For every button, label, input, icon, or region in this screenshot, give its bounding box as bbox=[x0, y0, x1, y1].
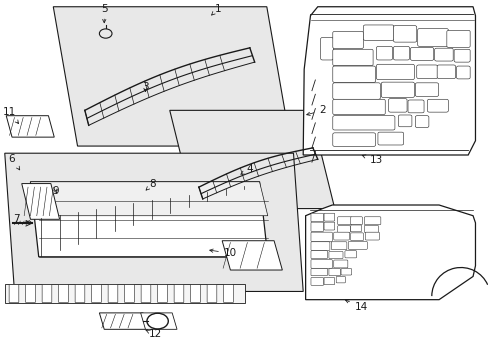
Text: 2: 2 bbox=[306, 105, 325, 116]
FancyBboxPatch shape bbox=[207, 285, 216, 302]
FancyBboxPatch shape bbox=[427, 99, 447, 112]
FancyBboxPatch shape bbox=[332, 31, 363, 49]
FancyBboxPatch shape bbox=[9, 285, 19, 302]
FancyBboxPatch shape bbox=[350, 217, 362, 225]
FancyBboxPatch shape bbox=[223, 285, 233, 302]
FancyBboxPatch shape bbox=[337, 217, 351, 225]
FancyBboxPatch shape bbox=[434, 48, 452, 61]
FancyBboxPatch shape bbox=[344, 251, 356, 258]
Polygon shape bbox=[5, 284, 244, 303]
FancyBboxPatch shape bbox=[310, 213, 323, 222]
FancyBboxPatch shape bbox=[416, 65, 437, 78]
FancyBboxPatch shape bbox=[414, 116, 428, 127]
Polygon shape bbox=[30, 182, 267, 257]
FancyBboxPatch shape bbox=[393, 46, 408, 60]
FancyBboxPatch shape bbox=[310, 222, 323, 231]
FancyBboxPatch shape bbox=[453, 49, 469, 62]
FancyBboxPatch shape bbox=[332, 66, 375, 82]
FancyBboxPatch shape bbox=[124, 285, 134, 302]
FancyBboxPatch shape bbox=[91, 285, 101, 302]
FancyBboxPatch shape bbox=[456, 66, 469, 79]
FancyBboxPatch shape bbox=[381, 82, 413, 98]
FancyBboxPatch shape bbox=[141, 285, 150, 302]
FancyBboxPatch shape bbox=[336, 276, 345, 283]
FancyBboxPatch shape bbox=[310, 269, 327, 276]
FancyBboxPatch shape bbox=[350, 225, 361, 232]
FancyBboxPatch shape bbox=[398, 115, 411, 127]
FancyBboxPatch shape bbox=[310, 242, 329, 250]
FancyBboxPatch shape bbox=[332, 133, 375, 147]
FancyBboxPatch shape bbox=[332, 116, 394, 130]
Text: 11: 11 bbox=[3, 107, 19, 123]
FancyBboxPatch shape bbox=[42, 285, 52, 302]
Polygon shape bbox=[5, 153, 303, 292]
Text: 8: 8 bbox=[146, 179, 156, 190]
Text: 10: 10 bbox=[209, 248, 237, 258]
FancyBboxPatch shape bbox=[324, 213, 334, 221]
FancyBboxPatch shape bbox=[310, 232, 332, 242]
FancyBboxPatch shape bbox=[332, 83, 380, 99]
Text: 5: 5 bbox=[101, 4, 107, 23]
FancyBboxPatch shape bbox=[310, 251, 327, 258]
FancyBboxPatch shape bbox=[417, 28, 447, 46]
FancyBboxPatch shape bbox=[414, 83, 438, 96]
FancyBboxPatch shape bbox=[388, 99, 406, 112]
FancyBboxPatch shape bbox=[310, 260, 332, 268]
FancyBboxPatch shape bbox=[333, 232, 348, 240]
FancyBboxPatch shape bbox=[337, 226, 349, 233]
Text: 4: 4 bbox=[240, 164, 253, 174]
FancyBboxPatch shape bbox=[340, 269, 351, 275]
FancyBboxPatch shape bbox=[320, 37, 333, 60]
FancyBboxPatch shape bbox=[75, 285, 84, 302]
Text: 3: 3 bbox=[142, 82, 148, 92]
FancyBboxPatch shape bbox=[409, 48, 433, 60]
FancyBboxPatch shape bbox=[376, 46, 392, 60]
FancyBboxPatch shape bbox=[157, 285, 167, 302]
Polygon shape bbox=[6, 116, 54, 137]
Text: 1: 1 bbox=[211, 4, 221, 15]
Polygon shape bbox=[99, 313, 147, 329]
FancyBboxPatch shape bbox=[363, 25, 393, 40]
Polygon shape bbox=[169, 111, 334, 208]
Polygon shape bbox=[21, 184, 60, 219]
FancyBboxPatch shape bbox=[365, 232, 379, 240]
FancyBboxPatch shape bbox=[446, 30, 469, 48]
Polygon shape bbox=[222, 241, 282, 270]
FancyBboxPatch shape bbox=[328, 251, 342, 258]
Text: 14: 14 bbox=[345, 300, 367, 312]
FancyBboxPatch shape bbox=[331, 242, 346, 249]
FancyBboxPatch shape bbox=[59, 285, 68, 302]
FancyBboxPatch shape bbox=[25, 285, 35, 302]
Polygon shape bbox=[141, 313, 177, 329]
FancyBboxPatch shape bbox=[436, 65, 455, 78]
FancyBboxPatch shape bbox=[364, 217, 380, 225]
FancyBboxPatch shape bbox=[377, 132, 403, 145]
FancyBboxPatch shape bbox=[324, 278, 334, 285]
Polygon shape bbox=[303, 7, 474, 155]
Text: 13: 13 bbox=[362, 155, 382, 165]
Polygon shape bbox=[53, 7, 290, 146]
Text: 6: 6 bbox=[9, 154, 20, 170]
FancyBboxPatch shape bbox=[407, 100, 423, 113]
FancyBboxPatch shape bbox=[350, 233, 363, 241]
Polygon shape bbox=[305, 205, 474, 300]
Polygon shape bbox=[30, 182, 267, 216]
FancyBboxPatch shape bbox=[364, 225, 378, 233]
FancyBboxPatch shape bbox=[393, 26, 416, 42]
FancyBboxPatch shape bbox=[333, 260, 347, 268]
FancyBboxPatch shape bbox=[108, 285, 118, 302]
FancyBboxPatch shape bbox=[190, 285, 200, 302]
FancyBboxPatch shape bbox=[174, 285, 183, 302]
FancyBboxPatch shape bbox=[324, 222, 334, 230]
FancyBboxPatch shape bbox=[310, 278, 323, 285]
FancyBboxPatch shape bbox=[376, 64, 413, 80]
FancyBboxPatch shape bbox=[347, 242, 366, 249]
FancyBboxPatch shape bbox=[328, 269, 340, 276]
FancyBboxPatch shape bbox=[332, 99, 385, 114]
Text: 7: 7 bbox=[14, 214, 32, 224]
FancyBboxPatch shape bbox=[332, 49, 372, 66]
Text: 9: 9 bbox=[52, 186, 59, 196]
Text: 12: 12 bbox=[145, 329, 162, 339]
